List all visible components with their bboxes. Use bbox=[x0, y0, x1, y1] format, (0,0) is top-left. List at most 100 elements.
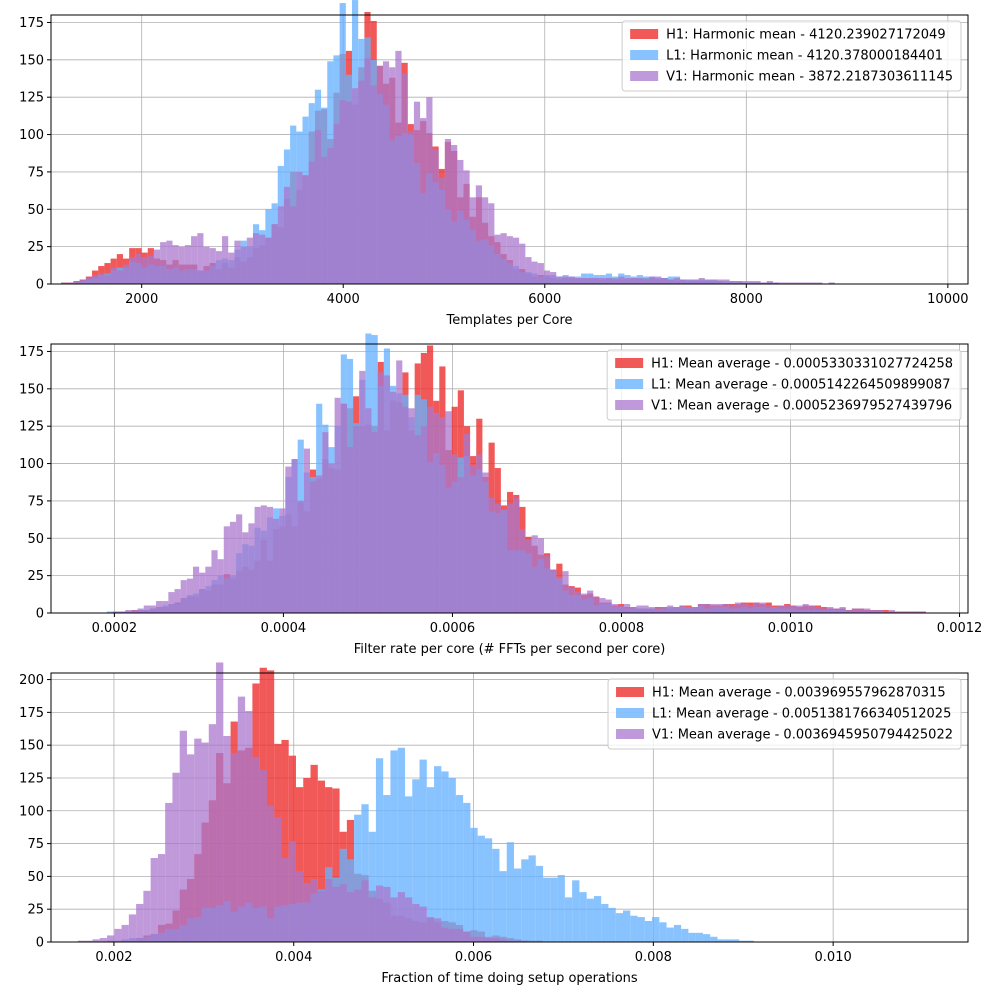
histogram-bar bbox=[191, 236, 198, 284]
histogram-bar bbox=[724, 939, 733, 942]
histogram-bar bbox=[179, 730, 187, 942]
x-tick-label: 0.0004 bbox=[261, 621, 307, 636]
histogram-bar bbox=[228, 252, 235, 284]
histogram-bar bbox=[821, 608, 828, 613]
histogram-bar bbox=[426, 787, 435, 942]
histogram-bar bbox=[759, 602, 766, 613]
histogram-bar bbox=[673, 278, 681, 284]
histogram-bar bbox=[445, 411, 452, 613]
histogram-bar bbox=[537, 538, 544, 613]
histogram-bar bbox=[760, 282, 767, 284]
histogram-bar bbox=[568, 276, 575, 284]
histogram-bar bbox=[704, 604, 711, 613]
y-tick-label: 125 bbox=[19, 771, 44, 786]
histogram-bar bbox=[376, 65, 383, 284]
histogram-bar bbox=[332, 788, 340, 942]
series-v1 bbox=[61, 50, 835, 285]
histogram-bar bbox=[92, 939, 100, 942]
x-tick-label: 8000 bbox=[730, 292, 763, 307]
legend: H1: Mean average - 0.0005330331027724258… bbox=[606, 349, 962, 421]
histogram-bar bbox=[913, 611, 920, 613]
histogram-bar bbox=[254, 506, 261, 613]
histogram-bar bbox=[500, 233, 507, 284]
histogram-bar bbox=[882, 611, 889, 613]
histogram-bar bbox=[246, 237, 253, 284]
histogram-bar bbox=[766, 281, 773, 284]
histogram-bar bbox=[580, 593, 588, 613]
histogram-bar bbox=[704, 279, 712, 284]
histogram-bar bbox=[99, 938, 108, 942]
histogram-bar bbox=[339, 884, 347, 942]
legend-entry: L1: Harmonic mean - 4120.378000184401 bbox=[630, 49, 943, 64]
histogram-bar bbox=[404, 796, 413, 942]
x-tick-label: 0.004 bbox=[275, 950, 312, 965]
histogram-bar bbox=[186, 578, 193, 613]
histogram-bar bbox=[106, 611, 113, 613]
legend-label-h1: H1: Harmonic mean - 4120.239027172049 bbox=[666, 28, 945, 43]
histogram-bar bbox=[395, 50, 402, 284]
histogram-bar bbox=[340, 403, 347, 613]
histogram-bar bbox=[426, 97, 433, 284]
histogram-bar bbox=[500, 509, 508, 613]
histogram-bar bbox=[396, 360, 403, 613]
histogram-bar bbox=[273, 518, 280, 613]
histogram-bar bbox=[309, 481, 317, 613]
x-tick-label: 2000 bbox=[125, 292, 158, 307]
histogram-bar bbox=[368, 897, 376, 942]
chart-panel-2: 0.0002 0.0004 0.0006 0.0008 0.0010 0.0012 0 25… bbox=[19, 333, 982, 657]
histogram-bar bbox=[765, 605, 772, 613]
legend-entry: V1: Mean average - 0.0036945950794425022 bbox=[616, 728, 953, 743]
histogram-bar bbox=[404, 897, 413, 942]
legend-entry: L1: Mean average - 0.0005142264509899087 bbox=[615, 378, 950, 393]
histogram-bar bbox=[332, 886, 340, 942]
histogram-bar bbox=[165, 802, 173, 942]
x-tick-label: 0.0002 bbox=[92, 621, 138, 636]
histogram-bar bbox=[361, 880, 369, 942]
y-tick-label: 175 bbox=[19, 345, 44, 360]
legend-label-h1: H1: Mean average - 0.003969557962870315 bbox=[652, 686, 946, 701]
histogram-bar bbox=[136, 903, 144, 942]
histogram-bar bbox=[236, 514, 243, 613]
histogram-bar bbox=[463, 170, 470, 284]
series-v1 bbox=[112, 360, 926, 613]
y-ticks: 0 25 50 75 100 125 150 175 200 bbox=[19, 673, 51, 951]
histogram-bar bbox=[150, 858, 158, 942]
histogram-bar bbox=[654, 608, 661, 613]
histogram-bar bbox=[266, 805, 275, 942]
histogram-bar bbox=[624, 278, 631, 284]
histogram-bar bbox=[358, 80, 365, 284]
histogram-bar bbox=[216, 662, 224, 942]
histogram-bar bbox=[316, 475, 323, 613]
histogram-bar bbox=[685, 607, 692, 613]
y-tick-label: 125 bbox=[19, 91, 44, 106]
histogram-bar bbox=[525, 539, 532, 613]
histogram-bar bbox=[129, 257, 136, 284]
histogram-bar bbox=[203, 246, 210, 284]
y-tick-label: 75 bbox=[27, 837, 44, 852]
legend-swatch-l1 bbox=[616, 708, 645, 718]
histogram-bar bbox=[333, 124, 340, 284]
histogram-bar bbox=[194, 738, 202, 942]
histogram-bar bbox=[488, 203, 495, 284]
histogram-bar bbox=[574, 278, 582, 284]
histogram-bar bbox=[234, 240, 241, 284]
histogram-bar bbox=[673, 607, 680, 613]
histogram-bar bbox=[550, 877, 558, 942]
plot-area-frame bbox=[50, 343, 969, 614]
y-tick-label: 50 bbox=[27, 870, 44, 885]
histogram-bar bbox=[636, 605, 643, 613]
histogram-bar bbox=[310, 764, 318, 942]
histogram-bar bbox=[141, 257, 148, 284]
histogram-bar bbox=[303, 777, 311, 942]
y-tick-label: 50 bbox=[27, 203, 44, 218]
histogram-bar bbox=[484, 938, 493, 942]
histogram-bar bbox=[476, 454, 483, 613]
histogram-bar bbox=[810, 282, 817, 284]
y-tick-label: 150 bbox=[19, 382, 44, 397]
histogram-bar bbox=[499, 939, 507, 942]
histogram-bar bbox=[681, 928, 689, 942]
histogram-bar bbox=[252, 233, 260, 284]
histogram-bar bbox=[197, 233, 204, 284]
histogram-bar bbox=[277, 206, 284, 284]
